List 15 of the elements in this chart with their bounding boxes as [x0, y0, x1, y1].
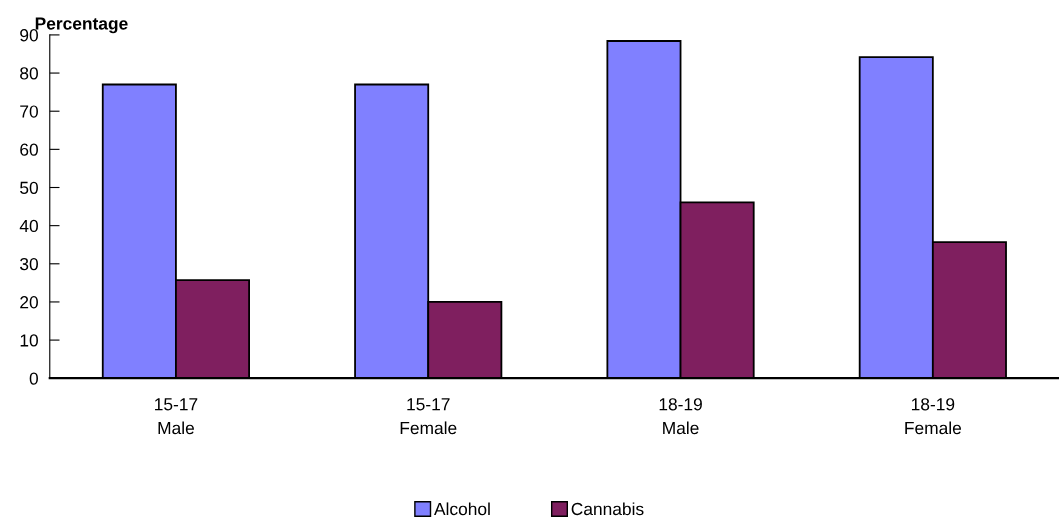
y-tick-label: 40	[19, 219, 38, 233]
x-tick-label: 15-17 Female	[400, 398, 457, 435]
y-tick-label: 80	[20, 67, 38, 80]
x-tick-label: 18-19 Female	[905, 398, 962, 435]
x-tick-label: 18-19 Male	[659, 398, 702, 435]
x-tick-label: 15-17 Male	[155, 398, 198, 435]
y-tick-label: 60	[20, 143, 38, 156]
legend-label: Cannabis	[571, 502, 644, 516]
y-tick-label: 70	[20, 105, 38, 118]
y-tick-label: 0	[29, 372, 38, 385]
legend-label: Alcohol	[434, 502, 490, 516]
y-tick-label: 10	[20, 334, 38, 347]
y-tick-label: 50	[20, 181, 38, 194]
y-tick-label: 20	[20, 296, 38, 309]
y-tick-label: 30	[20, 257, 38, 271]
